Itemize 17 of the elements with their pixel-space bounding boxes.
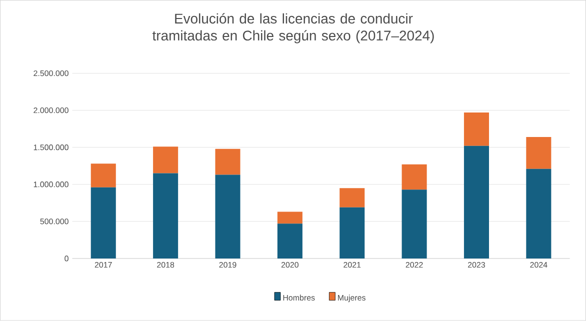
bar	[402, 190, 427, 259]
bar	[340, 207, 365, 259]
bar	[402, 164, 427, 190]
bar	[90, 187, 116, 259]
bar	[215, 148, 240, 175]
bar	[277, 224, 302, 259]
chart-title: Evolución de las licencias de conducir tramitadas en Chile según sexo (2017–2024)	[152, 13, 434, 44]
bar	[90, 164, 116, 188]
bar	[153, 146, 178, 174]
bar	[215, 174, 240, 259]
bar	[464, 112, 490, 146]
bar	[526, 168, 552, 259]
bar	[526, 137, 552, 169]
bar	[340, 188, 365, 208]
bar	[277, 212, 302, 224]
bar	[464, 146, 490, 259]
bar	[153, 173, 178, 259]
